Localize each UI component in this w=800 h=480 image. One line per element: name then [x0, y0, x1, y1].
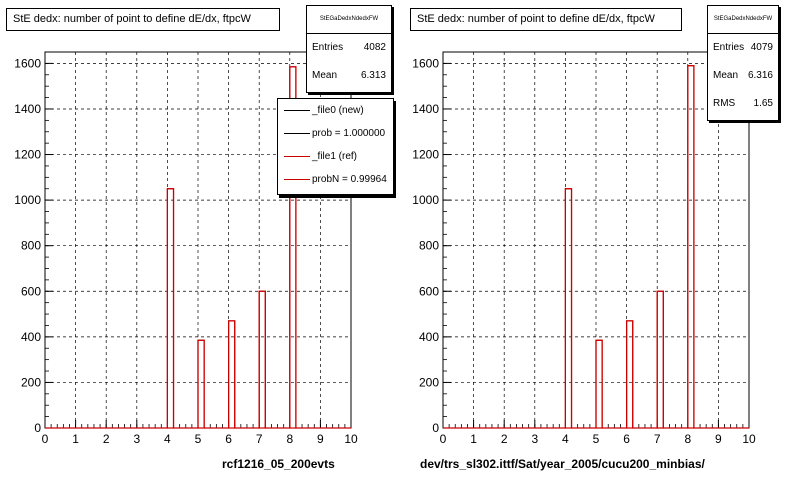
left-x-tick-label: 5: [195, 432, 202, 446]
right-y-tick-label: 400: [419, 330, 439, 344]
right-plot-title: StE dedx: number of point to define dE/d…: [410, 8, 682, 31]
right-y-tick-label: 800: [419, 239, 439, 253]
left-x-tick-label: 1: [72, 432, 79, 446]
legend-label: _file0 (new): [312, 105, 364, 116]
left-x-tick-label: 6: [225, 432, 232, 446]
right-x-tick-label: 1: [470, 432, 477, 446]
rms-label: RMS: [713, 98, 736, 109]
legend-label: _file1 (ref): [312, 151, 358, 162]
left-histogram-bar: [258, 290, 266, 429]
left-x-tick-label: 10: [344, 432, 358, 446]
right-x-tick-label: 7: [654, 432, 661, 446]
right-stats-entries-row: Entries 4079: [708, 34, 778, 62]
right-histogram-bar: [625, 320, 634, 429]
left-y-tick-label: 1200: [14, 148, 41, 162]
right-histogram-bar: [656, 290, 664, 429]
left-x-tick-label: 7: [256, 432, 263, 446]
right-y-tick-label: 1600: [412, 56, 439, 70]
legend-entry-probn: probN = 0.99964: [278, 168, 393, 191]
left-y-tick-label: 1600: [14, 56, 41, 70]
legend-line-red: [284, 156, 310, 157]
right-dataset-label: dev/trs_sl302.ittf/Sat/year_2005/cucu200…: [420, 457, 705, 471]
mean-value: 6.316: [747, 70, 773, 81]
right-x-tick-label: 2: [501, 432, 508, 446]
legend-line-red: [284, 179, 310, 180]
right-histogram-bar: [564, 188, 573, 429]
left-stats-box: StEGaDedxNdedxFW Entries 4082 Mean 6.313: [306, 5, 392, 93]
right-histogram-bar: [595, 339, 603, 429]
entries-label: Entries: [713, 42, 745, 53]
right-x-tick-label: 4: [562, 432, 569, 446]
left-histogram-bar: [228, 320, 236, 429]
left-stats-mean-row: Mean 6.313: [307, 62, 391, 90]
left-stats-entries-row: Entries 4082: [307, 34, 391, 62]
left-x-tick-label: 2: [103, 432, 110, 446]
right-x-tick-label: 3: [531, 432, 538, 446]
left-histogram-bar: [166, 188, 175, 429]
left-plot-title: StE dedx: number of point to define dE/d…: [6, 8, 280, 31]
rms-value: 1.65: [753, 98, 773, 109]
mean-label: Mean: [713, 70, 739, 81]
entries-label: Entries: [312, 42, 344, 53]
right-stats-mean-row: Mean 6.316: [708, 62, 778, 90]
left-y-tick-label: 1000: [14, 193, 41, 207]
right-histogram-bar: [687, 65, 695, 429]
right-stats-box: StEGaDedxNdedxFW Entries 4079 Mean 6.316…: [707, 5, 779, 121]
entries-value: 4079: [750, 42, 773, 53]
left-legend: _file0 (new) prob = 1.000000 _file1 (ref…: [277, 98, 394, 195]
left-dataset-label: rcf1216_05_200evts: [222, 457, 335, 471]
right-x-tick-label: 6: [623, 432, 630, 446]
left-x-tick-label: 9: [317, 432, 324, 446]
mean-value: 6.313: [360, 70, 386, 81]
right-stats-rms-row: RMS 1.65: [708, 90, 778, 118]
left-histogram-bar: [289, 66, 297, 429]
right-y-tick-label: 0: [432, 421, 439, 435]
left-histogram-bar: [197, 339, 205, 429]
legend-entry-file0: _file0 (new): [278, 99, 393, 122]
entries-value: 4082: [363, 42, 386, 53]
right-x-tick-label: 5: [593, 432, 600, 446]
legend-label: probN = 0.99964: [312, 174, 387, 185]
left-y-tick-label: 1400: [14, 102, 41, 116]
legend-entry-file1: _file1 (ref): [278, 145, 393, 168]
right-y-tick-label: 1400: [412, 102, 439, 116]
right-stats-name: StEGaDedxNdedxFW: [708, 6, 778, 34]
legend-label: prob = 1.000000: [312, 128, 386, 139]
left-x-tick-label: 3: [133, 432, 140, 446]
right-y-tick-label: 1200: [412, 148, 439, 162]
left-x-tick-label: 0: [42, 432, 49, 446]
left-x-tick-label: 4: [164, 432, 171, 446]
legend-entry-prob: prob = 1.000000: [278, 122, 393, 145]
left-y-tick-label: 400: [21, 330, 41, 344]
left-y-tick-label: 200: [21, 375, 41, 389]
right-x-tick-label: 10: [742, 432, 756, 446]
right-y-tick-label: 1000: [412, 193, 439, 207]
right-x-tick-label: 8: [684, 432, 691, 446]
right-y-tick-label: 200: [419, 375, 439, 389]
legend-line-black: [284, 133, 310, 134]
legend-line-black: [284, 110, 310, 111]
right-x-tick-label: 9: [715, 432, 722, 446]
right-y-tick-label: 600: [419, 284, 439, 298]
left-x-tick-label: 8: [286, 432, 293, 446]
left-y-tick-label: 0: [34, 421, 41, 435]
left-y-tick-label: 600: [21, 284, 41, 298]
right-x-tick-label: 0: [440, 432, 447, 446]
left-stats-name: StEGaDedxNdedxFW: [307, 6, 391, 34]
left-y-tick-label: 800: [21, 239, 41, 253]
mean-label: Mean: [312, 70, 338, 81]
